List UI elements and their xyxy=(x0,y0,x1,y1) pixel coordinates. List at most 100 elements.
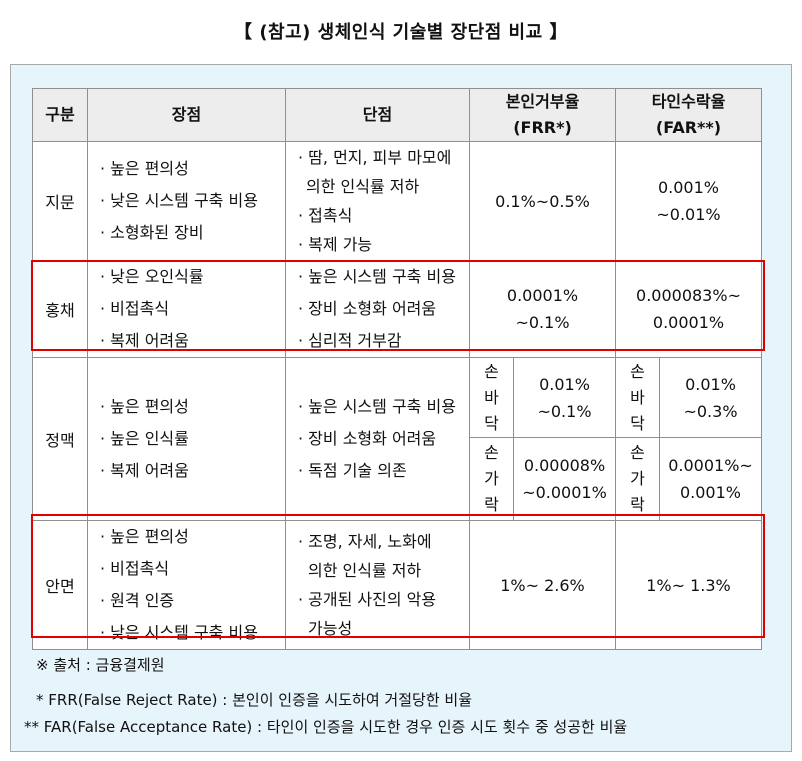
cons-item-text: 의한 인식률 저하 xyxy=(306,177,420,196)
pros-item: 비접촉식 xyxy=(100,293,285,325)
far-cell-finger: 0.0001%~ 0.001% xyxy=(659,437,762,521)
pros-item: 낮은 시스템 구축 비용 xyxy=(100,185,285,217)
header-pros: 장점 xyxy=(87,88,286,142)
table-row-iris: 홍채 낮은 오인식률 비접촉식 복제 어려움 높은 시스템 구축 비용 장비 소… xyxy=(32,260,762,358)
frr-cell-fingerprint: 0.1%~0.5% xyxy=(469,141,616,261)
table-row-face: 안면 높은 편의성 비접촉식 원격 인증 낮은 시스템 구축 비용 조명, 자세… xyxy=(32,520,762,650)
far-line1: 0.000083%~ xyxy=(636,286,741,305)
sub-label-palm-frr: 손 바 닥 xyxy=(469,357,514,438)
sub-label-char: 락 xyxy=(630,495,645,514)
pros-item: 높은 편의성 xyxy=(100,153,285,185)
far-definition-note: ** FAR(False Acceptance Rate) : 타인이 인증을 … xyxy=(24,718,628,736)
frr-definition-note: * FRR(False Reject Rate) : 본인이 인증을 시도하여 … xyxy=(36,691,472,709)
sub-label-char: 손 xyxy=(630,443,645,462)
far-line2: 0.001% xyxy=(679,483,741,502)
far-cell-fingerprint: 0.001% ~0.01% xyxy=(615,141,762,261)
pros-item: 원격 인증 xyxy=(100,585,285,617)
header-frr-line2: (FRR*) xyxy=(513,118,572,137)
pros-item: 복제 어려움 xyxy=(100,455,285,487)
pros-item: 낮은 시스템 구축 비용 xyxy=(100,617,285,649)
sub-label-char: 바 xyxy=(630,387,645,407)
pros-item: 높은 인식률 xyxy=(100,423,285,455)
cons-cell-iris: 높은 시스템 구축 비용 장비 소형화 어려움 심리적 거부감 xyxy=(285,260,470,358)
pros-cell-iris: 낮은 오인식률 비접촉식 복제 어려움 xyxy=(87,260,286,358)
cons-item-continued: 가능성 xyxy=(298,614,469,643)
far-line2: ~0.3% xyxy=(683,401,738,421)
cons-item: 땀, 먼지, 피부 마모에 xyxy=(298,143,469,172)
cons-item-text: 의한 인식률 저하 xyxy=(308,561,422,580)
header-far-line2: (FAR**) xyxy=(655,118,722,137)
cons-item: 접촉식 xyxy=(298,201,469,230)
row-name-iris: 홍채 xyxy=(32,260,88,358)
frr-line2: ~0.1% xyxy=(515,313,570,332)
frr-cell-iris: 0.0001% ~0.1% xyxy=(469,260,616,358)
far-cell-iris: 0.000083%~ 0.0001% xyxy=(615,260,762,358)
sub-label-char: 손 xyxy=(484,361,499,381)
cons-item: 조명, 자세, 노화에 xyxy=(298,527,469,556)
sub-label-char: 손 xyxy=(484,443,499,462)
frr-cell-finger: 0.00008% ~0.0001% xyxy=(513,437,616,521)
far-line1: 0.01% xyxy=(685,374,736,394)
cons-item: 공개된 사진의 악용 xyxy=(298,585,469,614)
cons-cell-face: 조명, 자세, 노화에 의한 인식률 저하 공개된 사진의 악용 가능성 xyxy=(285,520,470,650)
far-cell-face: 1%~ 1.3% xyxy=(615,520,762,650)
sub-label-char: 가 xyxy=(630,469,645,488)
source-note: ※ 출처 : 금융결제원 xyxy=(36,656,165,674)
sub-label-char: 닥 xyxy=(484,413,499,433)
pros-item: 낮은 오인식률 xyxy=(100,261,285,293)
cons-item-text: 가능성 xyxy=(308,619,353,638)
cons-item: 장비 소형화 어려움 xyxy=(298,423,469,455)
cons-item: 심리적 거부감 xyxy=(298,325,469,357)
table-row-vein-finger: 손 가 락 0.00008% ~0.0001% 손 가 락 0.0001%~ 0… xyxy=(33,437,762,521)
row-name-fingerprint: 지문 xyxy=(32,141,88,261)
sub-label-palm-far: 손 바 닥 xyxy=(615,357,660,438)
sub-label-char: 손 xyxy=(630,361,645,381)
cons-item: 독점 기술 의존 xyxy=(298,455,469,487)
sub-label-finger-far: 손 가 락 xyxy=(615,437,660,521)
cons-item: 복제 가능 xyxy=(298,230,469,259)
frr-cell-face: 1%~ 2.6% xyxy=(469,520,616,650)
cons-cell-fingerprint: 땀, 먼지, 피부 마모에 의한 인식률 저하 접촉식 복제 가능 xyxy=(285,141,470,261)
sub-label-char: 바 xyxy=(484,387,499,407)
frr-line1: 0.0001% xyxy=(506,286,579,305)
frr-line1: 0.01% xyxy=(539,374,590,394)
table-row-fingerprint: 지문 높은 편의성 낮은 시스템 구축 비용 소형화된 장비 땀, 먼지, 피부… xyxy=(32,141,762,261)
cons-item: 높은 시스템 구축 비용 xyxy=(298,261,469,293)
header-far-line1: 타인수락율 xyxy=(651,92,726,111)
row-name-vein: 정맥 xyxy=(32,357,88,521)
cons-item: 장비 소형화 어려움 xyxy=(298,293,469,325)
cons-cell-vein: 높은 시스템 구축 비용 장비 소형화 어려움 독점 기술 의존 xyxy=(285,357,470,521)
header-category: 구분 xyxy=(32,88,88,142)
far-line1: 0.001% xyxy=(657,178,719,197)
sub-label-finger-frr: 손 가 락 xyxy=(469,437,514,521)
pros-cell-face: 높은 편의성 비접촉식 원격 인증 낮은 시스템 구축 비용 xyxy=(87,520,286,650)
pros-item: 소형화된 장비 xyxy=(100,217,285,249)
page-title: 【 (참고) 생체인식 기술별 장단점 비교 】 xyxy=(234,22,568,43)
frr-cell-palm: 0.01% ~0.1% xyxy=(513,357,616,438)
far-line2: ~0.01% xyxy=(656,205,721,224)
header-frr: 본인거부율 (FRR*) xyxy=(469,88,616,142)
cons-item: 높은 시스템 구축 비용 xyxy=(298,391,469,423)
sub-label-char: 락 xyxy=(484,495,499,514)
header-far: 타인수락율 (FAR**) xyxy=(615,88,762,142)
sub-label-char: 닥 xyxy=(630,413,645,433)
sub-label-char: 가 xyxy=(484,469,499,488)
cons-item-continued: 의한 인식률 저하 xyxy=(298,172,469,201)
frr-line1: 0.00008% xyxy=(523,456,606,475)
far-cell-palm: 0.01% ~0.3% xyxy=(659,357,762,438)
pros-cell-vein: 높은 편의성 높은 인식률 복제 어려움 xyxy=(87,357,286,521)
pros-item: 복제 어려움 xyxy=(100,325,285,357)
far-line1: 0.0001%~ xyxy=(668,456,753,475)
pros-item: 높은 편의성 xyxy=(100,391,285,423)
pros-cell-fingerprint: 높은 편의성 낮은 시스템 구축 비용 소형화된 장비 xyxy=(87,141,286,261)
far-line2: 0.0001% xyxy=(652,313,725,332)
cons-item-continued: 의한 인식률 저하 xyxy=(298,556,469,585)
pros-item: 비접촉식 xyxy=(100,553,285,585)
header-row: 구분 장점 단점 본인거부율 (FRR*) 타인수락율 (FAR**) xyxy=(32,88,762,142)
header-cons: 단점 xyxy=(285,88,470,142)
header-frr-line1: 본인거부율 xyxy=(505,92,580,111)
row-name-face: 안면 xyxy=(32,520,88,650)
frr-line2: ~0.0001% xyxy=(522,483,607,502)
frr-line2: ~0.1% xyxy=(537,401,592,421)
pros-item: 높은 편의성 xyxy=(100,521,285,553)
